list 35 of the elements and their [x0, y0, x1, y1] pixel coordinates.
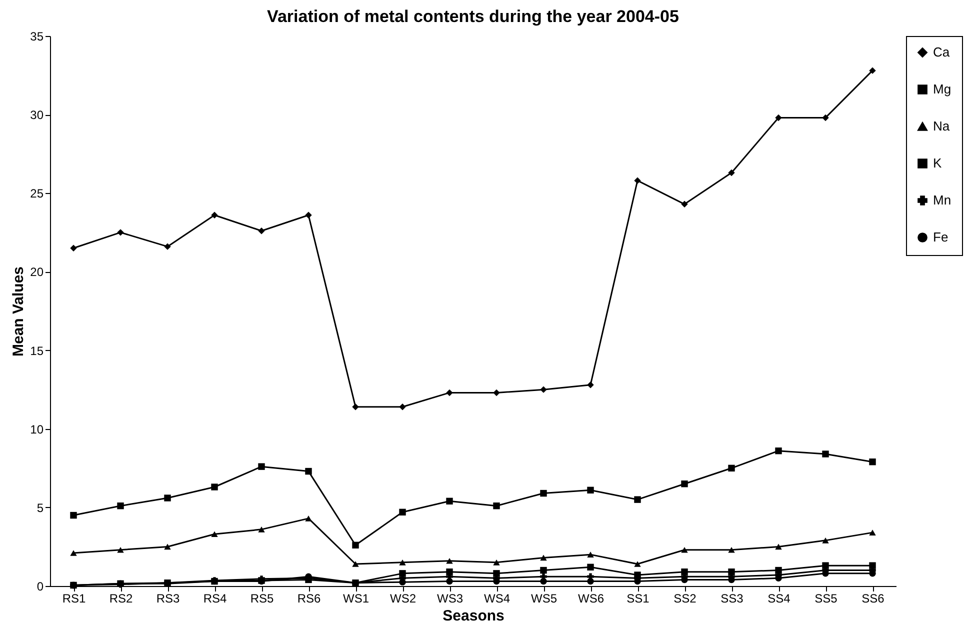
chart-title: Variation of metal contents during the year 2004-05	[267, 7, 679, 26]
legend-label: Mg	[933, 82, 952, 96]
x-tick-label: RS1	[62, 592, 86, 606]
y-tick-label: 30	[30, 108, 44, 122]
x-tick-label: WS3	[436, 592, 464, 606]
x-tick-label: SS5	[814, 592, 838, 606]
y-tick-label: 10	[30, 422, 44, 436]
x-tick-label: RS4	[203, 592, 227, 606]
y-tick-label: 35	[30, 30, 44, 44]
x-tick-label: SS2	[674, 592, 697, 606]
x-tick-label: WS4	[484, 592, 510, 606]
legend-label: K	[933, 156, 942, 170]
y-tick-label: 0	[36, 580, 44, 594]
x-axis-title: Seasons	[442, 608, 504, 624]
y-tick-label: 25	[30, 186, 44, 201]
y-axis-title: Mean Values	[10, 266, 28, 357]
x-tick-label: WS6	[578, 592, 604, 606]
x-tick-label: RS2	[109, 592, 133, 606]
x-tick-label: SS3	[720, 592, 744, 606]
y-tick-label: 5	[36, 500, 44, 515]
legend-label: Ca	[933, 44, 950, 60]
x-tick-label: RS5	[250, 592, 274, 606]
x-tick-label: SS1	[626, 592, 650, 606]
legend-label: Mn	[933, 192, 952, 208]
y-tick-label: 20	[30, 265, 44, 280]
x-tick-label: WS5	[530, 592, 558, 606]
y-tick-label: 15	[30, 344, 44, 358]
x-tick-label: SS6	[862, 592, 885, 606]
legend-label: Na	[933, 118, 950, 134]
x-tick-label: RS6	[297, 592, 321, 606]
x-tick-label: WS1	[342, 592, 370, 606]
x-tick-label: RS3	[156, 592, 180, 606]
x-tick-label: WS2	[390, 592, 416, 606]
x-tick-label: SS4	[768, 592, 791, 606]
legend-label: Fe	[933, 230, 948, 244]
